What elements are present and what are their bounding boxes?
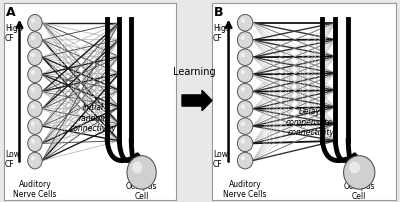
Circle shape — [31, 36, 35, 41]
Text: B: B — [214, 6, 223, 19]
Circle shape — [31, 53, 35, 58]
Circle shape — [237, 15, 253, 32]
Circle shape — [31, 156, 35, 161]
Circle shape — [31, 122, 35, 126]
Circle shape — [237, 33, 253, 49]
Text: Delay-
compensated
connectivity: Delay- compensated connectivity — [285, 107, 337, 136]
Text: Learning: Learning — [173, 67, 215, 77]
Circle shape — [237, 135, 253, 152]
Text: Initial
random
connectivity: Initial random connectivity — [70, 103, 117, 133]
Circle shape — [241, 105, 245, 109]
Circle shape — [31, 88, 35, 92]
Circle shape — [237, 153, 253, 169]
Circle shape — [241, 88, 245, 92]
Text: Low
CF: Low CF — [5, 149, 20, 168]
Circle shape — [241, 122, 245, 126]
Text: Auditory
Nerve Cells: Auditory Nerve Cells — [13, 179, 57, 198]
Circle shape — [28, 50, 42, 66]
Circle shape — [132, 162, 142, 173]
Circle shape — [31, 70, 35, 75]
Text: High
CF: High CF — [5, 24, 23, 43]
Circle shape — [31, 139, 35, 144]
Circle shape — [28, 101, 42, 118]
Circle shape — [237, 84, 253, 100]
Text: High
CF: High CF — [213, 24, 231, 43]
Circle shape — [28, 15, 42, 32]
Circle shape — [241, 139, 245, 144]
Circle shape — [28, 33, 42, 49]
Circle shape — [31, 19, 35, 24]
Text: Low
CF: Low CF — [213, 149, 228, 168]
Circle shape — [241, 36, 245, 41]
Circle shape — [28, 153, 42, 169]
Circle shape — [28, 84, 42, 100]
Text: Octopus
Cell: Octopus Cell — [344, 181, 375, 200]
Circle shape — [28, 67, 42, 83]
Text: Octopus
Cell: Octopus Cell — [126, 181, 157, 200]
Circle shape — [127, 156, 156, 189]
Circle shape — [344, 156, 375, 189]
Circle shape — [237, 67, 253, 83]
Circle shape — [241, 70, 245, 75]
Circle shape — [349, 162, 360, 173]
Circle shape — [237, 101, 253, 118]
Text: Auditory
Nerve Cells: Auditory Nerve Cells — [223, 179, 267, 198]
Text: A: A — [6, 6, 15, 19]
Circle shape — [241, 156, 245, 161]
Circle shape — [237, 118, 253, 135]
Circle shape — [28, 118, 42, 135]
Circle shape — [28, 135, 42, 152]
Circle shape — [31, 105, 35, 109]
Circle shape — [241, 19, 245, 24]
Circle shape — [237, 50, 253, 66]
Circle shape — [241, 53, 245, 58]
